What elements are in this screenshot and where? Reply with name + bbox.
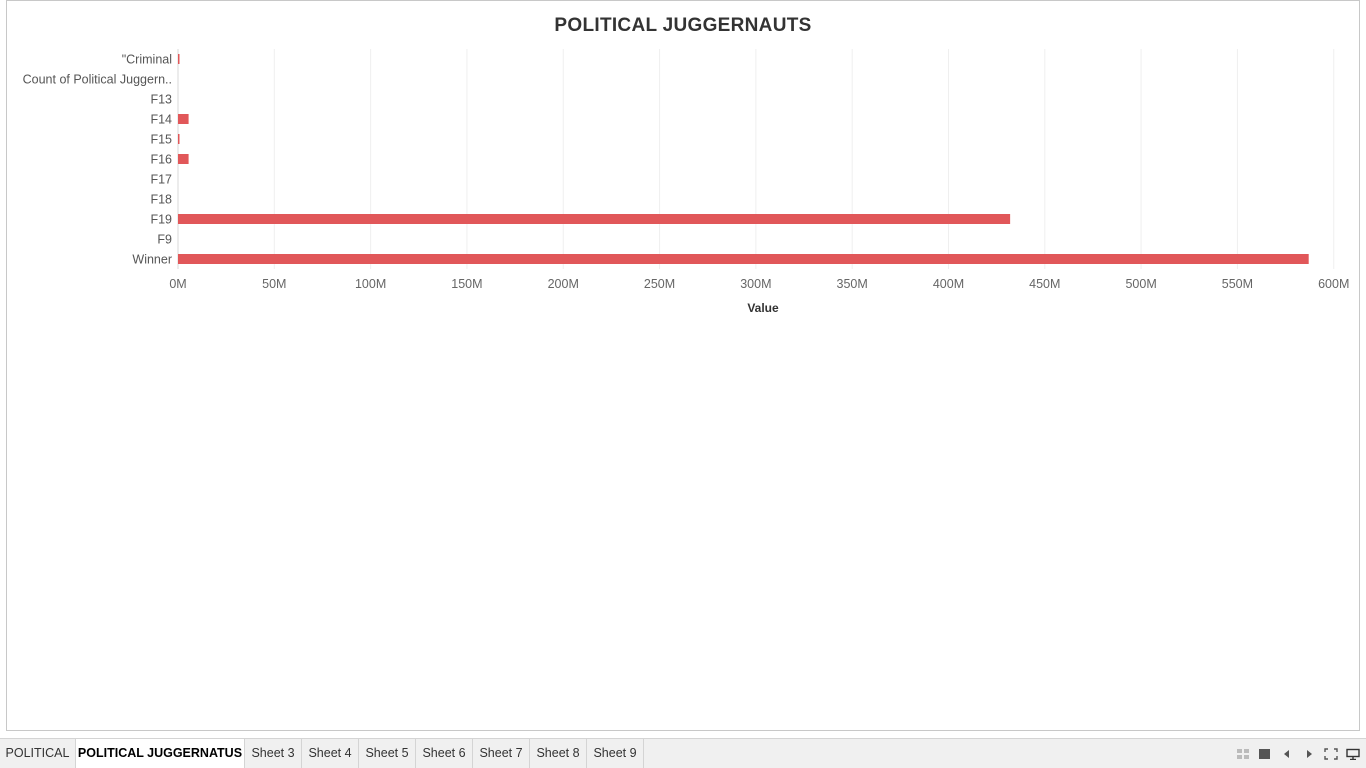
- sheet-sorter-icon[interactable]: [1233, 739, 1253, 768]
- sheet-tab[interactable]: Sheet 5: [359, 739, 416, 768]
- x-tick-label: 600M: [1318, 277, 1349, 291]
- next-sheet-icon[interactable]: [1299, 739, 1319, 768]
- x-tick-label: 50M: [262, 277, 286, 291]
- bar[interactable]: [178, 54, 180, 64]
- x-tick-label: 500M: [1125, 277, 1156, 291]
- x-tick-label: 200M: [548, 277, 579, 291]
- x-tick-label: 400M: [933, 277, 964, 291]
- category-label: F17: [150, 173, 172, 187]
- category-label: F9: [157, 233, 172, 247]
- x-tick-label: 450M: [1029, 277, 1060, 291]
- x-tick-label: 250M: [644, 277, 675, 291]
- sheet-tab[interactable]: POLITICAL: [0, 739, 76, 768]
- bar[interactable]: [178, 134, 180, 144]
- x-axis-title: Value: [747, 301, 779, 315]
- sheet-tab[interactable]: Sheet 7: [473, 739, 530, 768]
- x-tick-label: 300M: [740, 277, 771, 291]
- category-label: Winner: [132, 253, 172, 267]
- previous-sheet-icon[interactable]: [1277, 739, 1297, 768]
- fullscreen-icon[interactable]: [1321, 739, 1341, 768]
- category-label: F16: [150, 153, 172, 167]
- category-label: F14: [150, 113, 172, 127]
- x-tick-label: 0M: [169, 277, 186, 291]
- category-label: Count of Political Juggern..: [23, 73, 172, 87]
- x-tick-label: 150M: [451, 277, 482, 291]
- sheet-tab[interactable]: POLITICAL JUGGERNATUS: [76, 739, 245, 768]
- bar[interactable]: [178, 254, 1309, 264]
- sheet-tab[interactable]: Sheet 3: [245, 739, 302, 768]
- bar[interactable]: [178, 114, 189, 124]
- category-label: F19: [150, 213, 172, 227]
- bar[interactable]: [178, 154, 189, 164]
- x-tick-label: 550M: [1222, 277, 1253, 291]
- x-tick-label: 350M: [837, 277, 868, 291]
- sheet-tab[interactable]: Sheet 8: [530, 739, 587, 768]
- sheet-tab-bar: POLITICAL POLITICAL JUGGERNATUS Sheet 3 She…: [0, 738, 1366, 768]
- category-label: F18: [150, 193, 172, 207]
- sheet-tab[interactable]: Sheet 6: [416, 739, 473, 768]
- bar[interactable]: [178, 214, 1011, 224]
- bar-chart: "Criminal Count of Political Juggern.. F13…: [23, 49, 1349, 315]
- chart-title: POLITICAL JUGGERNAUTS: [554, 15, 812, 36]
- worksheet-view: POLITICAL JUGGERNAUTS "Criminal Count of …: [6, 0, 1360, 731]
- sheet-tab[interactable]: Sheet 4: [302, 739, 359, 768]
- category-label: F13: [150, 93, 172, 107]
- x-tick-label: 100M: [355, 277, 386, 291]
- category-label: "Criminal: [122, 53, 172, 67]
- presentation-mode-icon[interactable]: [1343, 739, 1363, 768]
- sheet-tab[interactable]: Sheet 9: [587, 739, 644, 768]
- category-label: F15: [150, 133, 172, 147]
- filmstrip-icon[interactable]: [1255, 739, 1275, 768]
